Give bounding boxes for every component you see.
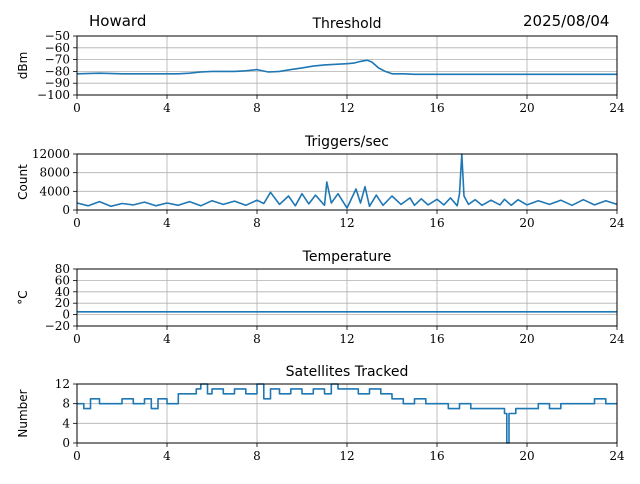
x-tick-label: 8 xyxy=(253,449,261,463)
y-axis-label: Number xyxy=(16,389,30,437)
y-axis-label: Count xyxy=(16,164,30,200)
y-tick-label: 12000 xyxy=(32,147,70,161)
x-tick-label: 8 xyxy=(253,332,261,346)
x-tick-label: 16 xyxy=(429,332,444,346)
x-tick-label: 4 xyxy=(163,332,171,346)
chart-panel-2: 0 4 8 12 16 20 24 0 4000 8000 12000 Triggers/sec Cou… xyxy=(16,134,625,230)
y-tick-label: −100 xyxy=(37,88,70,102)
y-tick-label: 12 xyxy=(55,377,70,391)
chart-title: Threshold xyxy=(312,16,382,32)
chart-title: Triggers/sec xyxy=(304,134,389,150)
y-tick-label: −90 xyxy=(45,76,70,90)
y-tick-label: 20 xyxy=(55,296,70,310)
x-tick-label: 4 xyxy=(163,101,171,115)
data-series-line xyxy=(76,59,617,76)
x-tick-label: 16 xyxy=(429,101,444,115)
x-tick-label: 4 xyxy=(163,216,171,230)
y-tick-label: −60 xyxy=(45,41,70,55)
report-date: 2025/08/04 xyxy=(523,12,610,30)
x-tick-label: 20 xyxy=(519,101,534,115)
y-tick-label: 60 xyxy=(55,273,70,287)
x-tick-label: 12 xyxy=(339,332,354,346)
y-tick-label: −50 xyxy=(45,29,70,43)
x-tick-label: 12 xyxy=(339,449,354,463)
y-tick-label: 0 xyxy=(62,203,70,217)
chart-panel-1: 0 4 8 12 16 20 24 −100−90−80−70−60−50 Threshold d… xyxy=(16,16,625,115)
y-tick-label: 4000 xyxy=(39,184,70,198)
x-tick-label: 0 xyxy=(73,216,81,230)
x-tick-label: 12 xyxy=(339,216,354,230)
x-tick-label: 0 xyxy=(73,332,81,346)
chart-title: Temperature xyxy=(302,249,392,265)
y-tick-label: 4 xyxy=(62,416,70,430)
y-tick-label: 8 xyxy=(62,397,70,411)
x-tick-label: 0 xyxy=(73,449,81,463)
y-tick-label: −20 xyxy=(45,319,70,333)
y-tick-label: 80 xyxy=(55,262,70,276)
y-tick-label: −70 xyxy=(45,53,70,67)
data-series-line xyxy=(76,153,618,209)
x-tick-label: 12 xyxy=(339,101,354,115)
y-axis-label: dBm xyxy=(16,52,30,80)
y-tick-label: 0 xyxy=(62,308,70,322)
station-name: Howard xyxy=(89,12,147,30)
y-tick-label: 8000 xyxy=(39,166,70,180)
chart-panel-4: 0 4 8 12 16 20 24 0 4 8 12 Satellites Tracked Number xyxy=(16,364,625,463)
x-tick-label: 8 xyxy=(253,101,261,115)
x-tick-label: 0 xyxy=(73,101,81,115)
x-tick-label: 20 xyxy=(519,449,534,463)
x-tick-label: 4 xyxy=(163,449,171,463)
x-tick-label: 24 xyxy=(609,332,625,346)
x-tick-label: 16 xyxy=(429,449,444,463)
x-tick-label: 16 xyxy=(429,216,444,230)
x-tick-label: 8 xyxy=(253,216,261,230)
x-tick-label: 20 xyxy=(519,216,534,230)
x-tick-label: 24 xyxy=(609,449,625,463)
y-tick-label: 40 xyxy=(55,285,70,299)
y-axis-label: °C xyxy=(16,290,30,304)
y-tick-label: −80 xyxy=(45,64,70,78)
x-tick-label: 24 xyxy=(609,101,625,115)
x-tick-label: 24 xyxy=(609,216,625,230)
x-tick-label: 20 xyxy=(519,332,534,346)
y-tick-label: 0 xyxy=(62,436,70,450)
chart-title: Satellites Tracked xyxy=(286,364,409,380)
